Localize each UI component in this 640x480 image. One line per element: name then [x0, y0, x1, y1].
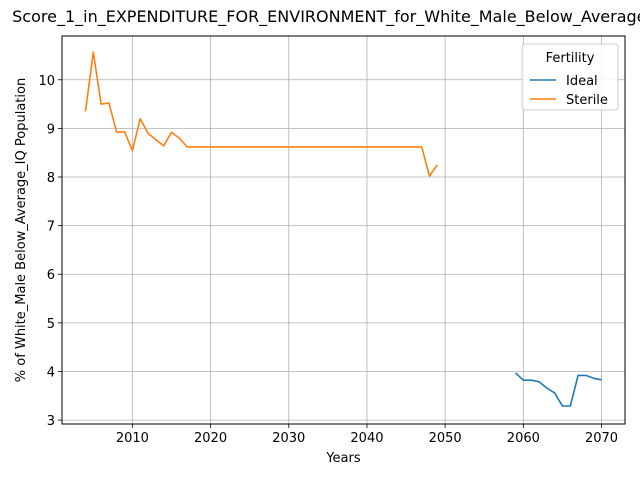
- plot-frame: [61, 35, 626, 425]
- series-line-ideal: [514, 372, 602, 407]
- x-tick-label: 2010: [116, 431, 149, 446]
- x-tick-label: 2070: [585, 431, 618, 446]
- series-line-sterile: [84, 51, 438, 177]
- y-tick-label: 9: [47, 122, 55, 137]
- y-tick-label: 4: [47, 365, 55, 380]
- y-tick-label: 7: [47, 220, 55, 235]
- chart-title: Score_1_in_EXPENDITURE_FOR_ENVIRONMENT_f…: [12, 7, 640, 27]
- y-tick-label: 6: [47, 268, 55, 283]
- x-tick-label: 2050: [429, 431, 462, 446]
- y-tick-label: 5: [47, 317, 55, 332]
- legend-title: Fertility: [546, 51, 595, 66]
- y-tick-label: 8: [47, 171, 55, 186]
- x-axis-ticks: 2010 2020 2030 2040 2050 2060 2070: [116, 424, 618, 446]
- y-tick-label: 3: [47, 414, 55, 429]
- legend-label-ideal: Ideal: [566, 74, 598, 89]
- y-axis-label: % of White_Male Below_Average_IQ Populat…: [14, 78, 29, 382]
- legend-box: [521, 43, 619, 111]
- y-axis-ticks: 3 4 5 6 7 8 9 10: [38, 74, 62, 429]
- x-tick-label: 2030: [272, 431, 305, 446]
- x-axis-label: Years: [325, 451, 361, 466]
- y-tick-label: 10: [38, 74, 55, 89]
- x-tick-label: 2060: [507, 431, 540, 446]
- x-tick-label: 2020: [194, 431, 227, 446]
- x-tick-label: 2040: [350, 431, 383, 446]
- legend: Fertility Ideal Sterile: [521, 43, 619, 111]
- series-group: [84, 51, 602, 407]
- legend-label-sterile: Sterile: [566, 93, 608, 108]
